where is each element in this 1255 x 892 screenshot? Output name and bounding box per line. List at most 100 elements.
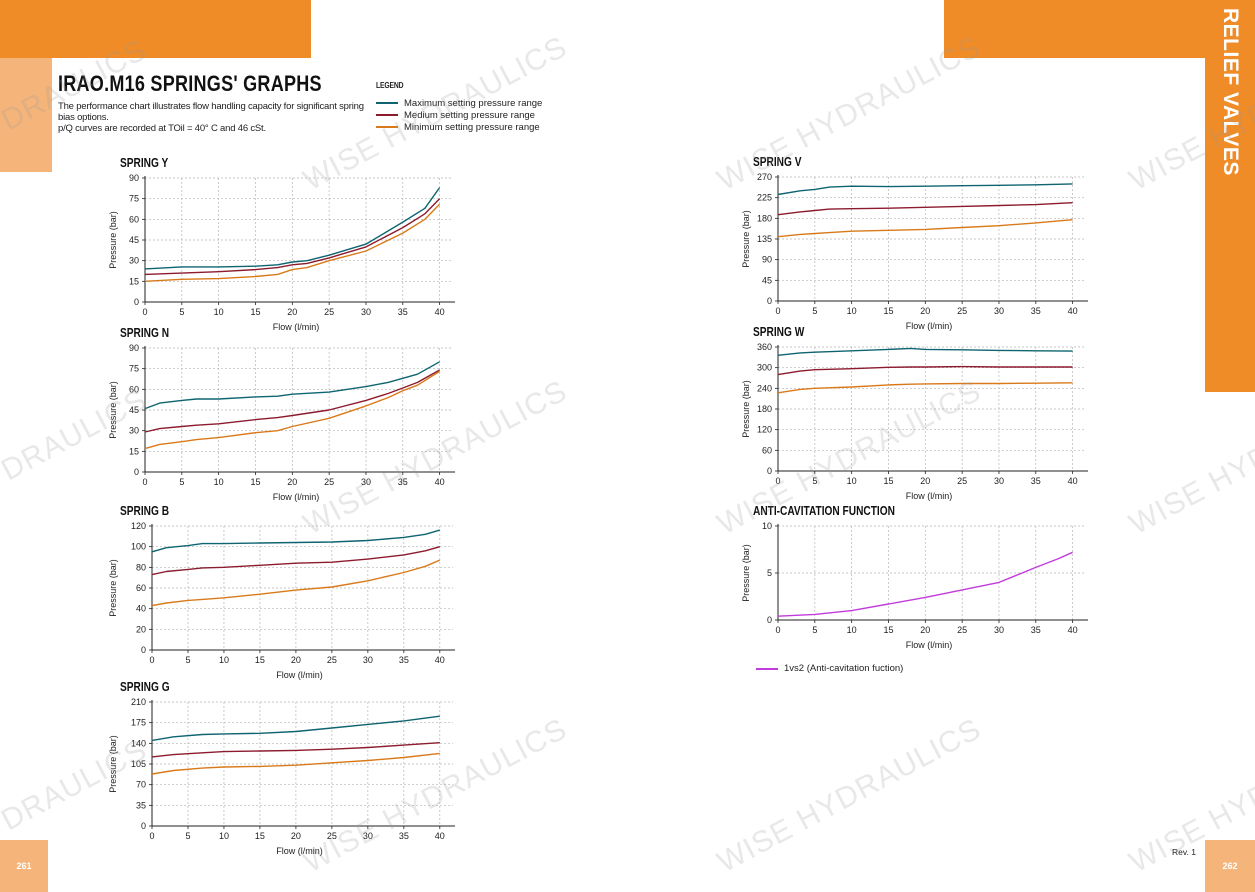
- legend-label: Maximum setting pressure range: [404, 97, 543, 109]
- x-axis-label: Flow (l/min): [276, 670, 323, 680]
- legend-item-med: Medium setting pressure range: [376, 109, 576, 121]
- x-tick-label: 40: [1068, 306, 1078, 316]
- x-axis-label: Flow (l/min): [276, 846, 323, 856]
- x-tick-label: 0: [142, 307, 147, 317]
- legend-label: Medium setting pressure range: [404, 109, 535, 121]
- y-tick-label: 60: [136, 583, 146, 593]
- x-tick-label: 5: [185, 831, 190, 841]
- x-tick-label: 10: [219, 655, 229, 665]
- y-tick-label: 120: [757, 425, 772, 435]
- x-tick-label: 5: [179, 307, 184, 317]
- y-tick-label: 60: [129, 384, 139, 394]
- y-tick-label: 10: [762, 521, 772, 531]
- x-tick-label: 25: [957, 306, 967, 316]
- y-tick-label: 90: [762, 255, 772, 265]
- y-tick-label: 75: [129, 364, 139, 374]
- y-tick-label: 0: [767, 296, 772, 306]
- legend-swatch-max: [376, 102, 398, 104]
- anti-cavitation-legend: 1vs2 (Anti-cavitation fuction): [756, 663, 903, 674]
- y-tick-label: 60: [762, 445, 772, 455]
- y-tick-label: 70: [136, 780, 146, 790]
- chart-spring-w: 0 5 10 15 20 25 30 35 40 0 60 120 180 240 300 360 Flow (…: [741, 342, 1088, 501]
- legend-swatch-min: [376, 126, 398, 128]
- y-tick-label: 30: [129, 426, 139, 436]
- x-tick-label: 15: [250, 477, 260, 487]
- series-line-1: [777, 202, 1073, 216]
- chart-title-spring-n: SPRING N: [120, 325, 170, 340]
- x-axis-label: Flow (l/min): [273, 492, 320, 502]
- watermark: WISE HYDRAULICS: [1124, 374, 1255, 542]
- x-tick-label: 20: [291, 831, 301, 841]
- y-tick-label: 240: [757, 383, 772, 393]
- y-tick-label: 45: [129, 235, 139, 245]
- anti-cavitation-legend-label: 1vs2 (Anti-cavitation fuction): [784, 663, 904, 674]
- series-line-2: [151, 752, 440, 775]
- chart-title-spring-b: SPRING B: [120, 503, 170, 518]
- y-tick-label: 210: [131, 697, 146, 707]
- x-tick-label: 40: [435, 477, 445, 487]
- y-tick-label: 30: [129, 256, 139, 266]
- y-axis-label: Pressure (bar): [741, 380, 751, 438]
- x-axis-label: Flow (l/min): [906, 491, 953, 501]
- x-tick-label: 15: [883, 625, 893, 635]
- x-tick-label: 30: [994, 625, 1004, 635]
- x-tick-label: 35: [1031, 306, 1041, 316]
- page-number-left: 261: [0, 840, 48, 892]
- revision-label: Rev. 1: [1172, 847, 1196, 857]
- y-tick-label: 90: [129, 343, 139, 353]
- x-tick-label: 20: [920, 476, 930, 486]
- x-tick-label: 40: [435, 655, 445, 665]
- series-line-2: [151, 559, 441, 607]
- y-tick-label: 15: [129, 446, 139, 456]
- series-line-0: [151, 715, 440, 742]
- page-number-right: 262: [1205, 840, 1255, 892]
- x-tick-label: 25: [327, 655, 337, 665]
- series-line-0: [777, 183, 1073, 196]
- y-tick-label: 20: [136, 624, 146, 634]
- chart-title-spring-y: SPRING Y: [120, 155, 169, 170]
- series-line-0: [151, 529, 440, 553]
- x-tick-label: 40: [1068, 476, 1078, 486]
- x-tick-label: 10: [847, 625, 857, 635]
- x-tick-label: 5: [812, 625, 817, 635]
- y-tick-label: 80: [136, 562, 146, 572]
- y-tick-label: 5: [767, 568, 772, 578]
- y-tick-label: 225: [757, 193, 772, 203]
- y-tick-label: 120: [131, 521, 146, 531]
- y-axis-label: Pressure (bar): [108, 381, 118, 439]
- y-tick-label: 180: [757, 213, 772, 223]
- chart-title-spring-g: SPRING G: [120, 679, 170, 694]
- series-line-0: [144, 187, 441, 270]
- y-tick-label: 0: [141, 821, 146, 831]
- x-tick-label: 0: [775, 625, 780, 635]
- x-tick-label: 35: [398, 307, 408, 317]
- legend-item-min: Minimum setting pressure range: [376, 121, 576, 133]
- y-axis-label: Pressure (bar): [108, 735, 118, 793]
- page-title: IRAO.M16 SPRINGS' GRAPHS: [58, 71, 322, 96]
- x-axis-label: Flow (l/min): [906, 640, 953, 650]
- legend-title: LEGEND: [376, 81, 404, 90]
- legend-swatch-med: [376, 114, 398, 116]
- series-line-1: [777, 365, 1073, 376]
- x-tick-label: 30: [994, 306, 1004, 316]
- y-tick-label: 90: [129, 173, 139, 183]
- series-line-2: [777, 382, 1073, 394]
- x-tick-label: 30: [363, 655, 373, 665]
- series-line-2: [144, 370, 440, 450]
- x-tick-label: 10: [847, 306, 857, 316]
- y-tick-label: 75: [129, 194, 139, 204]
- x-tick-label: 25: [327, 831, 337, 841]
- x-tick-label: 35: [399, 831, 409, 841]
- y-tick-label: 45: [129, 405, 139, 415]
- chart-title-spring-w: SPRING W: [753, 324, 805, 339]
- legend-item-max: Maximum setting pressure range: [376, 97, 576, 109]
- anti-cavitation-swatch: [756, 667, 778, 670]
- y-tick-label: 35: [136, 800, 146, 810]
- series-line-1: [151, 546, 440, 576]
- chart-spring-v: 0 5 10 15 20 25 30 35 40 0 45 90 135 180 225 270 Flow (l…: [741, 172, 1088, 331]
- y-tick-label: 0: [134, 297, 139, 307]
- x-tick-label: 40: [435, 307, 445, 317]
- x-tick-label: 40: [1068, 625, 1078, 635]
- series-line-1: [144, 198, 441, 276]
- x-tick-label: 30: [361, 477, 371, 487]
